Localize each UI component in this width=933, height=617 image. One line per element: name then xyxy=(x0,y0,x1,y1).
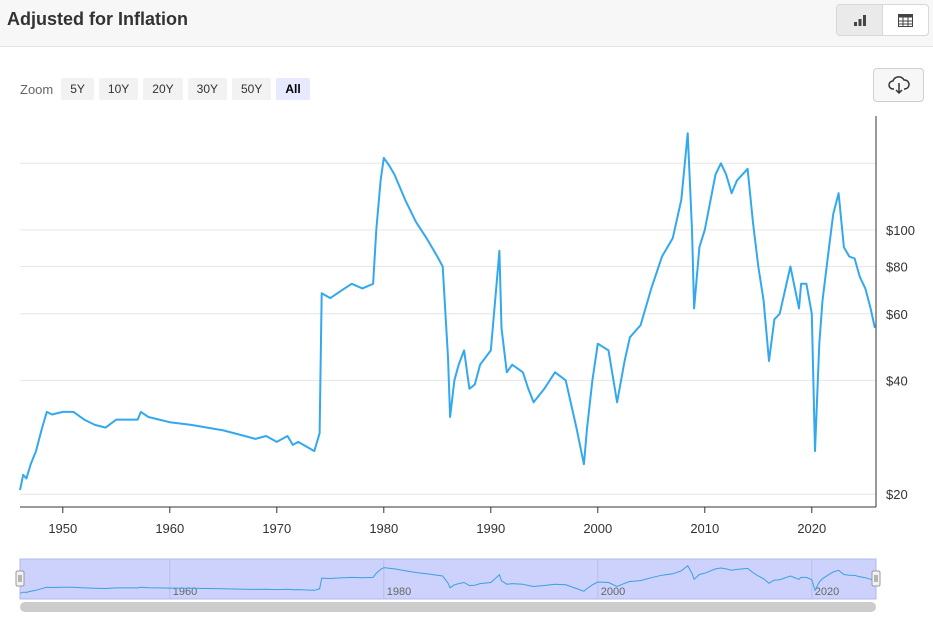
navigator-right-handle[interactable] xyxy=(871,570,881,587)
navigator-tick-label: 1980 xyxy=(387,586,411,598)
zoom-50y-button[interactable]: 50Y xyxy=(232,78,272,100)
y-tick-label: $40 xyxy=(886,373,908,388)
zoom-all-button[interactable]: All xyxy=(276,78,310,100)
x-tick-label: 2000 xyxy=(583,521,612,536)
download-button[interactable] xyxy=(873,68,924,102)
zoom-10y-button[interactable]: 10Y xyxy=(98,78,139,100)
zoom-bar: Zoom 5Y 10Y 20Y 30Y 50Y All xyxy=(20,78,310,100)
view-toggle xyxy=(836,4,929,36)
zoom-20y-button[interactable]: 20Y xyxy=(143,78,183,100)
x-tick-label: 1990 xyxy=(476,521,505,536)
navigator-left-handle[interactable] xyxy=(15,570,25,587)
y-tick-label: $80 xyxy=(886,259,908,274)
y-tick-label: $60 xyxy=(886,307,908,322)
x-tick-label: 1970 xyxy=(262,521,291,536)
zoom-30y-button[interactable]: 30Y xyxy=(187,78,227,100)
cloud-download-icon xyxy=(887,76,910,95)
navigator-tick-label: 2000 xyxy=(601,586,625,598)
bar-chart-icon xyxy=(853,15,866,26)
x-tick-label: 2020 xyxy=(797,521,826,536)
navigator-tick-label: 1960 xyxy=(173,586,197,598)
chart-header: Adjusted for Inflation xyxy=(0,0,933,47)
table-view-button[interactable] xyxy=(883,5,928,35)
chart-title: Adjusted for Inflation xyxy=(7,9,188,29)
zoom-label: Zoom xyxy=(20,81,54,97)
table-icon xyxy=(898,13,913,27)
navigator-series-line xyxy=(19,564,876,594)
navigator-tick-label: 2020 xyxy=(815,586,839,598)
x-tick-label: 1980 xyxy=(369,521,398,536)
scrollbar-thumb[interactable] xyxy=(20,602,876,612)
price-series-line xyxy=(19,132,876,491)
y-tick-label: $20 xyxy=(886,487,908,502)
zoom-5y-button[interactable]: 5Y xyxy=(61,78,94,100)
x-tick-label: 1950 xyxy=(48,521,77,536)
navigator-selection xyxy=(19,558,877,600)
x-tick-label: 1960 xyxy=(155,521,184,536)
y-tick-label: $100 xyxy=(886,223,915,238)
x-tick-label: 2010 xyxy=(690,521,719,536)
chart-view-button[interactable] xyxy=(837,5,883,35)
